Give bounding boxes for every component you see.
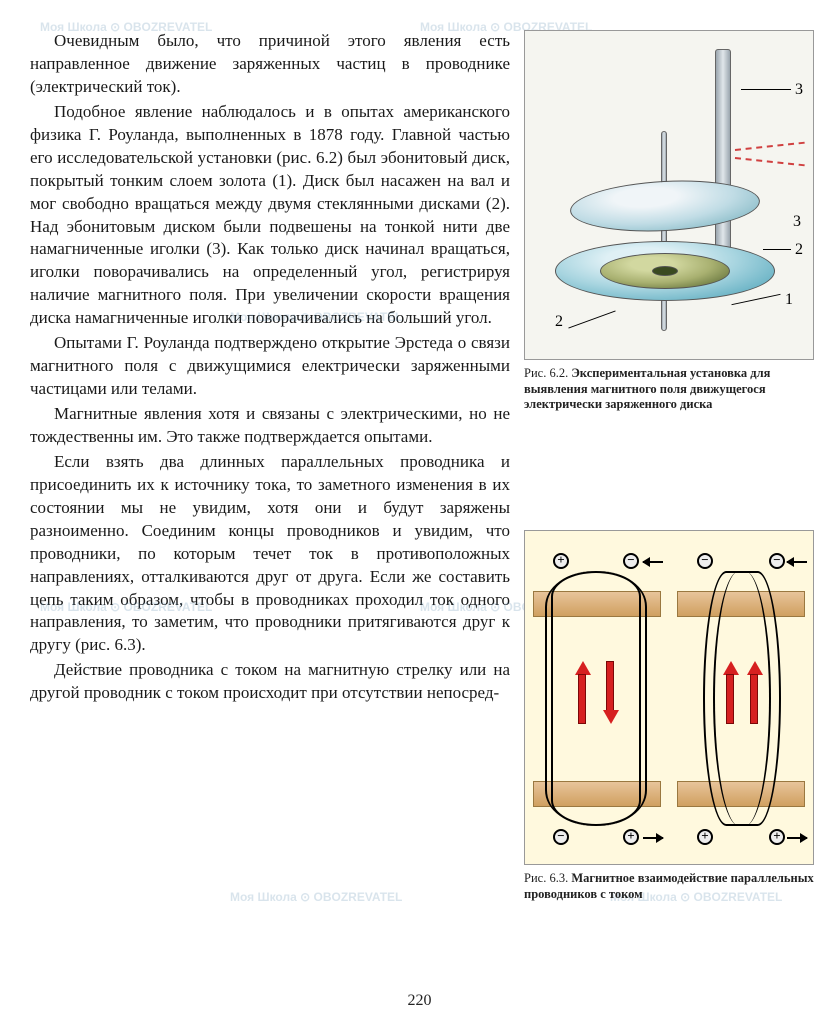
force-arrow-down — [603, 661, 617, 724]
figure-6-3: Рис. 6.3. Магнитное взаимодействие парал… — [524, 530, 814, 902]
figure-6-2: 3 3 2 1 2 Рис. 6.2. Экспериментальная ус… — [524, 30, 814, 413]
paragraph: Подобное явление наблюдалось и в опытах … — [30, 101, 510, 330]
force-arrow-up — [747, 661, 761, 724]
paragraph: Магнитные явления хотя и связаны с элект… — [30, 403, 510, 449]
leader-line — [763, 249, 791, 250]
leader-line — [731, 294, 780, 305]
terminal-minus — [697, 553, 713, 569]
terminal-minus — [623, 553, 639, 569]
force-arrow-up — [723, 661, 737, 724]
conductor-outline — [713, 571, 771, 826]
paragraph: Действие проводника с током на магнитную… — [30, 659, 510, 705]
terminal-plus — [697, 829, 713, 845]
paragraph: Очевидным было, что причиной этого явлен… — [30, 30, 510, 99]
leader-line — [741, 89, 791, 90]
current-arrow — [787, 837, 807, 839]
callout-label-3: 3 — [795, 81, 803, 99]
figure-6-2-illustration: 3 3 2 1 2 — [524, 30, 814, 360]
figure-6-3-caption: Рис. 6.3. Магнитное взаимодействие парал… — [524, 871, 814, 902]
force-arrow-up — [575, 661, 589, 724]
watermark: Моя Школа ⊙ OBOZREVATEL — [230, 890, 402, 904]
callout-label-3: 3 — [793, 213, 801, 231]
disc-hub — [652, 266, 678, 276]
current-arrow — [643, 561, 663, 563]
terminal-plus — [623, 829, 639, 845]
figure-number: Рис. 6.3. — [524, 871, 568, 885]
figure-6-3-illustration — [524, 530, 814, 865]
body-text-column: Очевидным было, что причиной этого явлен… — [30, 30, 510, 705]
needle-indicator — [735, 157, 805, 166]
paragraph: Если взять два длинных параллельных пров… — [30, 451, 510, 657]
paragraph: Опытами Г. Роуланда подтверждено открыти… — [30, 332, 510, 401]
upper-glass-disc — [569, 176, 761, 236]
figure-title: Магнитное взаимодействие параллельных пр… — [524, 871, 814, 901]
textbook-page: Моя Школа ⊙ OBOZREVATEL Моя Школа ⊙ OBOZ… — [0, 0, 839, 1024]
current-arrow — [787, 561, 807, 563]
terminal-minus — [769, 553, 785, 569]
callout-label-1: 1 — [785, 291, 793, 309]
terminal-minus — [553, 829, 569, 845]
conductor-outline — [545, 571, 647, 826]
figure-6-2-caption: Рис. 6.2. Экспериментальная установка дл… — [524, 366, 814, 413]
terminal-plus — [553, 553, 569, 569]
callout-label-2: 2 — [795, 241, 803, 259]
current-arrow — [643, 837, 663, 839]
figure-number: Рис. 6.2. — [524, 366, 568, 380]
terminal-plus — [769, 829, 785, 845]
leader-line — [568, 310, 615, 328]
page-number: 220 — [408, 992, 432, 1010]
callout-label-2: 2 — [555, 313, 563, 331]
needle-indicator — [735, 142, 805, 151]
